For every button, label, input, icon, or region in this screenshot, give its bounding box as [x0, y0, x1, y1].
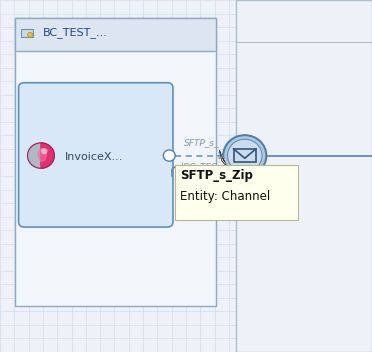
Polygon shape: [41, 143, 54, 168]
Text: InvoiceX...: InvoiceX...: [65, 152, 124, 162]
Polygon shape: [28, 143, 41, 168]
Text: SFTP_s_Zip: SFTP_s_Zip: [180, 170, 253, 182]
Text: Entity: Channel: Entity: Channel: [180, 190, 270, 203]
Circle shape: [163, 150, 175, 161]
Circle shape: [228, 139, 262, 172]
Text: BC_TEST_...: BC_TEST_...: [43, 27, 108, 38]
Circle shape: [223, 135, 266, 176]
Polygon shape: [219, 151, 226, 165]
FancyBboxPatch shape: [15, 18, 216, 51]
Text: SFTP_s_: SFTP_s_: [184, 138, 219, 147]
FancyBboxPatch shape: [236, 0, 372, 352]
FancyBboxPatch shape: [19, 83, 173, 227]
FancyBboxPatch shape: [21, 29, 33, 37]
Polygon shape: [38, 149, 46, 161]
Text: |BC_TES_: |BC_TES_: [180, 163, 222, 172]
FancyBboxPatch shape: [15, 18, 216, 306]
Circle shape: [41, 148, 48, 154]
FancyBboxPatch shape: [175, 165, 298, 220]
Circle shape: [28, 32, 33, 37]
